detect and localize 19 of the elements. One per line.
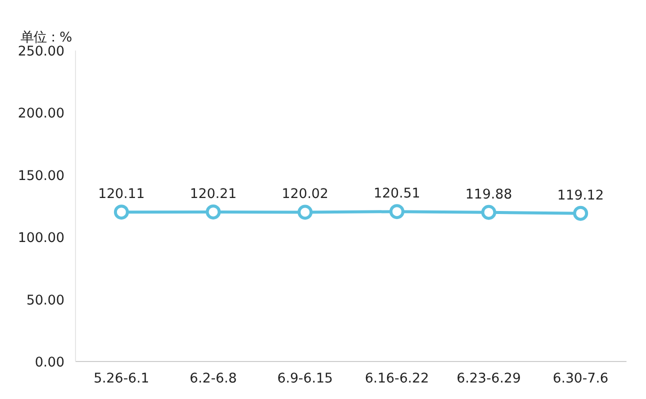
y-tick-label: 0.00 — [34, 356, 65, 370]
data-label: 120.21 — [190, 186, 237, 202]
y-tick-label: 150.00 — [18, 168, 65, 184]
x-tick-label: 6.16-6.22 — [364, 372, 430, 386]
data-label: 119.12 — [557, 188, 604, 204]
x-tick-label: 6.2-6.8 — [190, 372, 237, 386]
x-tick-label: 5.26-6.1 — [94, 372, 150, 386]
y-tick-label: 250.00 — [18, 44, 65, 60]
y-tick-label: 100.00 — [18, 231, 65, 246]
y-tick-label: 50.00 — [26, 293, 64, 308]
x-tick-label: 6.30-7.6 — [552, 372, 608, 386]
data-label: 120.11 — [98, 187, 145, 202]
y-tick-label: 200.00 — [18, 106, 65, 122]
data-label: 119.88 — [465, 187, 512, 202]
x-tick-label: 6.23-6.29 — [456, 372, 521, 386]
x-tick-label: 6.9-6.15 — [277, 372, 333, 386]
data-label: 120.02 — [282, 187, 328, 202]
data-label: 120.51 — [374, 186, 420, 202]
y-axis-title: 单位：% — [20, 30, 72, 46]
